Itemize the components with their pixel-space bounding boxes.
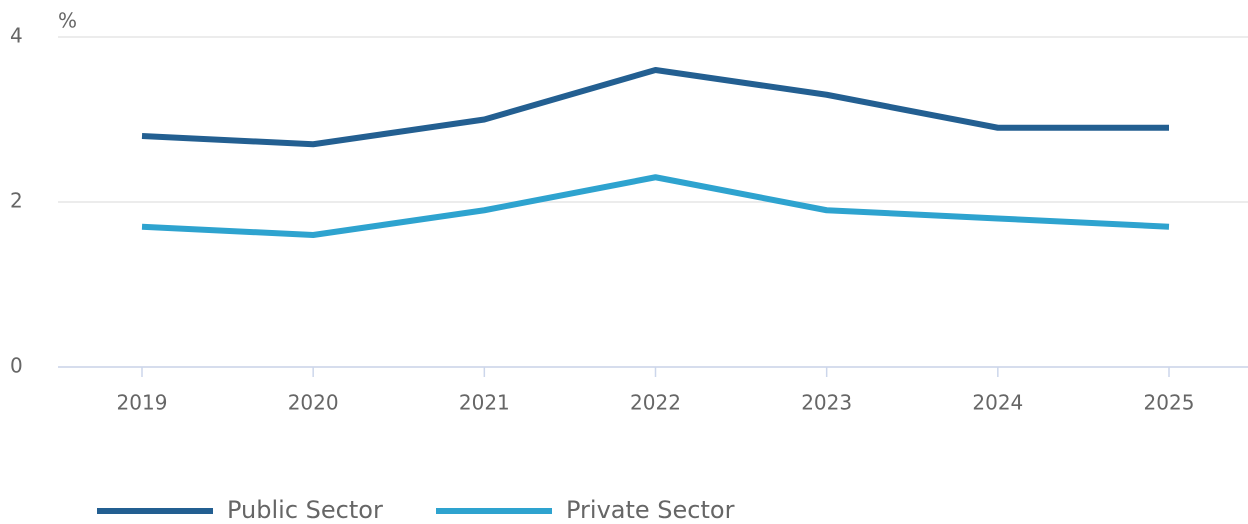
x-tick-label: 2025 bbox=[1144, 391, 1195, 415]
legend-label: Public Sector bbox=[227, 496, 383, 524]
y-axis-label: % bbox=[58, 9, 77, 33]
x-tick-label: 2019 bbox=[117, 391, 168, 415]
y-tick-label: 0 bbox=[10, 354, 23, 378]
x-tick-label: 2021 bbox=[459, 391, 510, 415]
y-tick-label: 4 bbox=[10, 24, 23, 48]
x-tick-label: 2020 bbox=[288, 391, 339, 415]
line-series bbox=[141, 67, 1169, 148]
x-tick-label: 2024 bbox=[972, 391, 1023, 415]
legend-label: Private Sector bbox=[566, 496, 735, 524]
line-series bbox=[141, 174, 1170, 238]
x-tick-label: 2023 bbox=[801, 391, 852, 415]
x-tick-label: 2022 bbox=[630, 391, 681, 415]
y-tick-label: 2 bbox=[10, 189, 23, 213]
